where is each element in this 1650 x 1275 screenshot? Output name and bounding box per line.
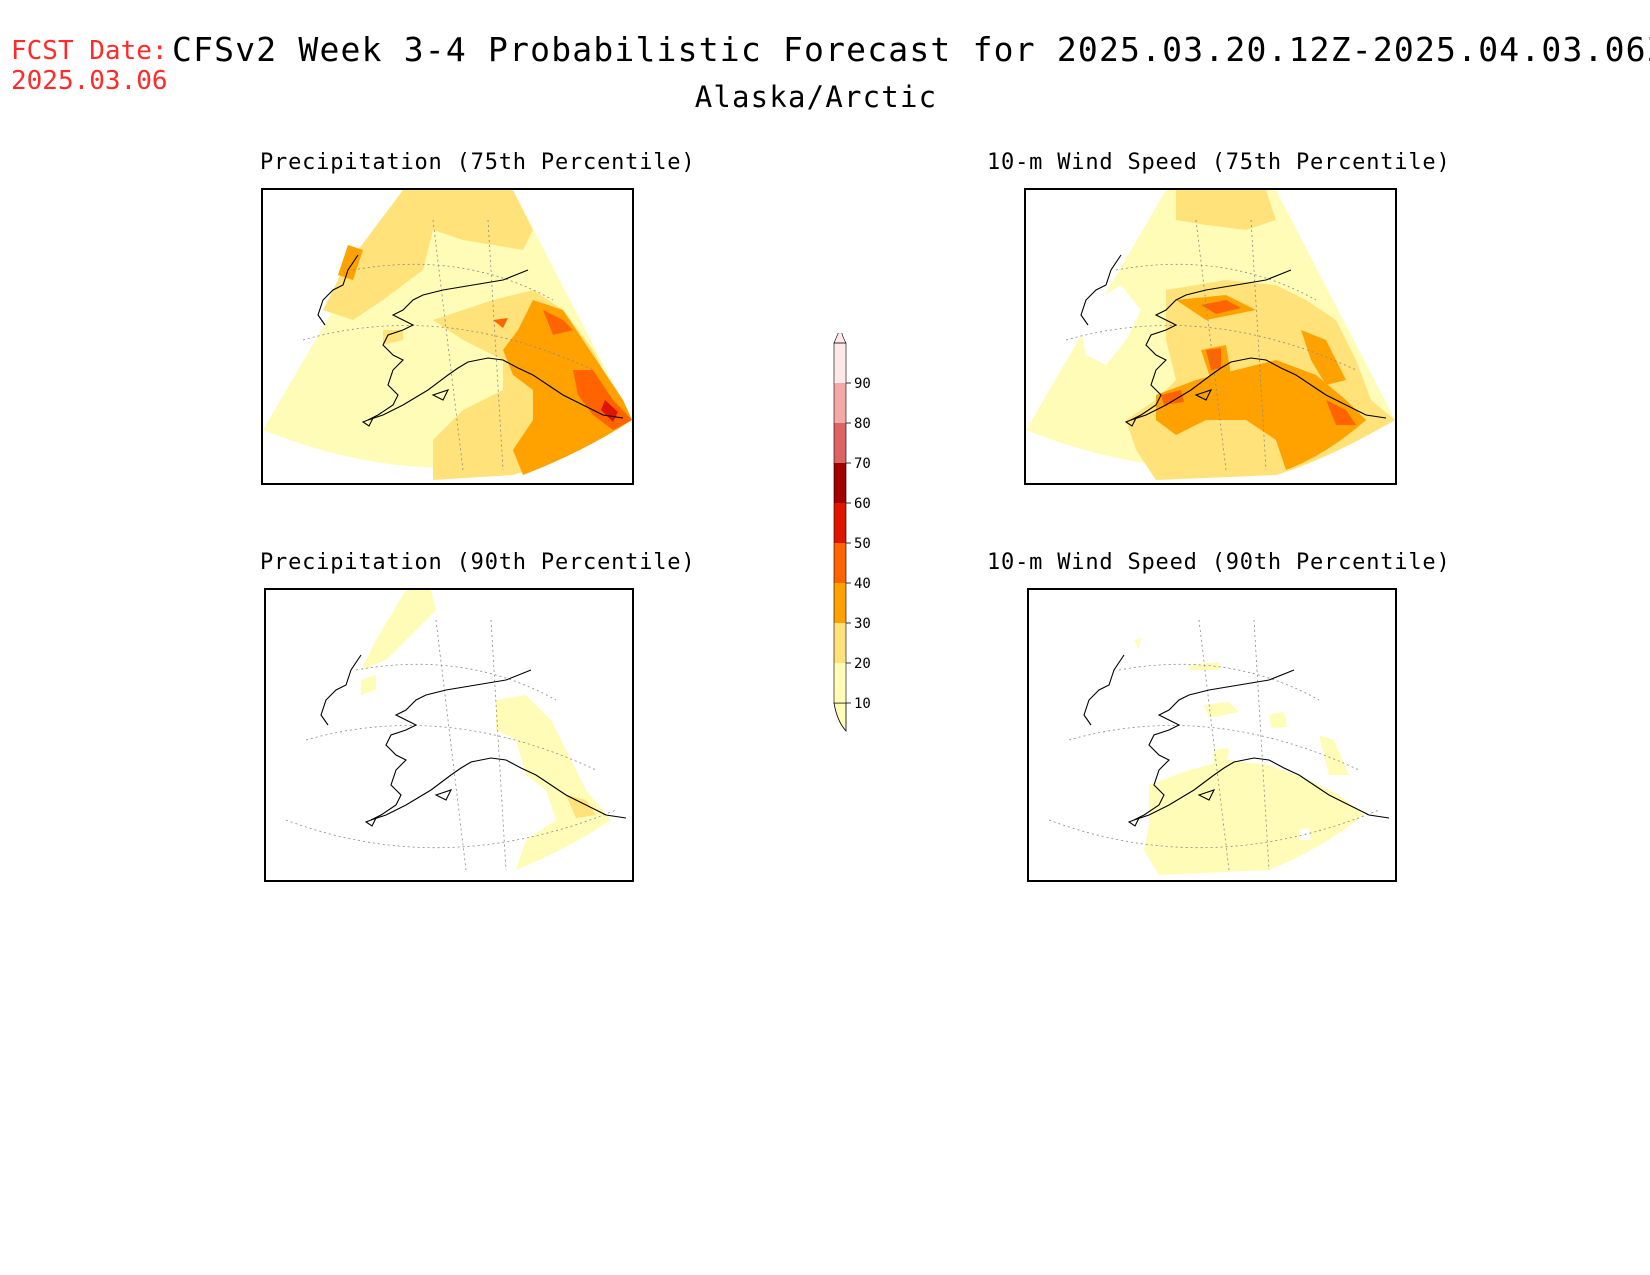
colorbar-label-20: 20 — [854, 656, 871, 672]
map-panel-wind75 — [1024, 188, 1397, 485]
coastline — [1083, 654, 1390, 827]
graticule — [285, 619, 617, 871]
colorbar-swatch-5 — [834, 463, 846, 503]
region-subtitle: Alaska/Arctic — [694, 80, 938, 114]
graticule — [1048, 619, 1380, 871]
page-title: CFSv2 Week 3-4 Probabilistic Forecast fo… — [172, 30, 1650, 69]
forecast-date-label: FCST Date: — [11, 36, 168, 66]
colorbar-cap-bottom — [833, 702, 847, 733]
colorbar-label-70: 70 — [854, 456, 871, 472]
coastline — [320, 654, 627, 827]
colorbar-label-40: 40 — [854, 576, 871, 592]
map-wind75 — [1026, 190, 1395, 480]
fan-shape — [1029, 590, 1395, 875]
coastline — [317, 254, 624, 427]
colorbar-swatch-1 — [834, 623, 846, 663]
colorbar-label-80: 80 — [854, 416, 871, 432]
colorbar-outline — [833, 342, 847, 704]
graticule — [1065, 219, 1357, 471]
colorbar-label-10: 10 — [854, 696, 871, 712]
coastline — [1080, 254, 1387, 427]
colorbar-label-50: 50 — [854, 536, 871, 552]
colorbar-swatch-6 — [834, 423, 846, 463]
forecast-date-value: 2025.03.06 — [11, 66, 168, 96]
forecast-date: FCST Date: 2025.03.06 — [11, 36, 168, 96]
panel-title-precip75: Precipitation (75th Percentile) — [260, 150, 696, 175]
panel-title-precip90: Precipitation (90th Percentile) — [260, 550, 696, 575]
colorbar-swatch-8 — [834, 343, 846, 383]
colorbar-label-30: 30 — [854, 616, 871, 632]
colorbar-legend: 10 20 30 40 50 60 70 80 90 — [833, 333, 871, 733]
colorbar-swatch-0 — [834, 663, 846, 703]
map-panel-precip90 — [264, 588, 634, 882]
graticule — [302, 219, 594, 471]
panel-title-wind75: 10-m Wind Speed (75th Percentile) — [987, 150, 1451, 175]
map-panel-precip75 — [261, 188, 634, 485]
panel-title-wind90: 10-m Wind Speed (90th Percentile) — [987, 550, 1451, 575]
fan-shape — [263, 190, 632, 480]
map-panel-wind90 — [1027, 588, 1397, 882]
colorbar-swatch-4 — [834, 503, 846, 543]
fan-shape — [266, 590, 632, 870]
colorbar-swatch-2 — [834, 583, 846, 623]
colorbar-swatch-3 — [834, 543, 846, 583]
map-precip90 — [266, 590, 632, 871]
map-precip75 — [263, 190, 632, 480]
map-wind90 — [1029, 590, 1395, 875]
colorbar-cap-top — [833, 333, 847, 344]
fan-shape — [1026, 190, 1395, 480]
colorbar-swatch-7 — [834, 383, 846, 423]
colorbar-label-60: 60 — [854, 496, 871, 512]
colorbar-label-90: 90 — [854, 376, 871, 392]
